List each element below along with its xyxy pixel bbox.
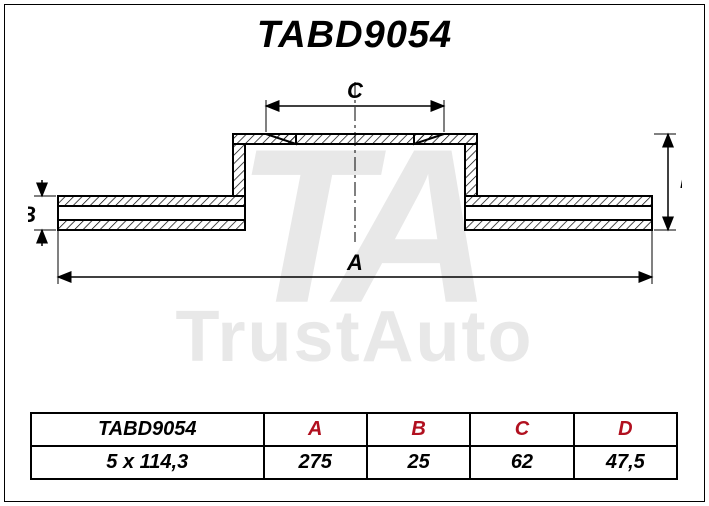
table-header-a: A (264, 413, 367, 446)
spec-table: TABD9054 A B C D 5 x 114,3 275 25 62 47,… (30, 412, 678, 480)
table-header-d: D (574, 413, 677, 446)
cross-section-diagram: A C B D (28, 72, 682, 302)
table-header-b: B (367, 413, 470, 446)
part-title: TABD9054 (0, 14, 709, 57)
dim-d-label: D (680, 168, 682, 193)
table-value-b: 25 (367, 446, 470, 479)
table-value-c: 62 (470, 446, 573, 479)
table-value-name: 5 x 114,3 (31, 446, 264, 479)
table-header-name: TABD9054 (31, 413, 264, 446)
table-value-a: 275 (264, 446, 367, 479)
table-header-row: TABD9054 A B C D (31, 413, 677, 446)
table-value-d: 47,5 (574, 446, 677, 479)
dim-a-label: A (346, 250, 363, 275)
dim-c-label: C (347, 78, 364, 103)
table-row: 5 x 114,3 275 25 62 47,5 (31, 446, 677, 479)
table-header-c: C (470, 413, 573, 446)
dim-b-label: B (28, 202, 36, 227)
